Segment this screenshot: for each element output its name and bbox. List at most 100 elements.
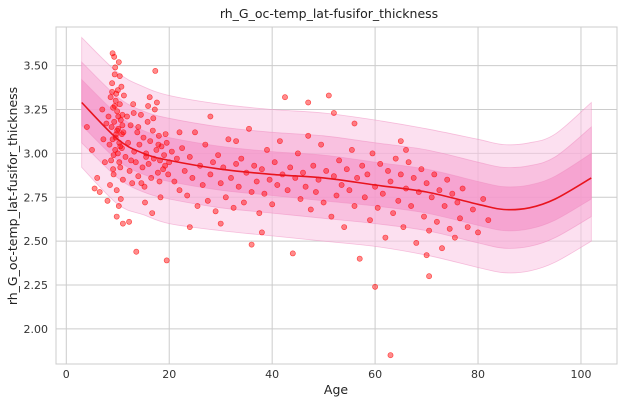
- data-point: [369, 150, 376, 157]
- data-point: [312, 189, 319, 195]
- data-point: [212, 208, 219, 215]
- data-point: [168, 148, 175, 155]
- data-point: [145, 160, 152, 167]
- data-point: [330, 110, 337, 116]
- data-point: [116, 159, 123, 166]
- y-tick-label: 2.75: [24, 191, 49, 204]
- data-point: [217, 180, 224, 187]
- x-tick-label: 60: [368, 368, 382, 381]
- data-point: [300, 169, 306, 176]
- data-point: [163, 257, 170, 264]
- data-point: [110, 152, 117, 158]
- data-point: [320, 199, 327, 206]
- data-point: [111, 53, 118, 60]
- data-point: [136, 141, 143, 148]
- data-point: [210, 159, 216, 166]
- data-point: [341, 224, 348, 230]
- data-point: [266, 176, 273, 183]
- data-point: [238, 155, 245, 162]
- data-point: [102, 159, 108, 166]
- data-point: [449, 190, 456, 197]
- data-point: [129, 180, 136, 187]
- data-point: [119, 145, 125, 151]
- data-point: [104, 197, 111, 204]
- data-point: [318, 141, 324, 148]
- data-point: [154, 169, 161, 176]
- data-point: [158, 143, 165, 150]
- data-point: [108, 157, 114, 164]
- data-point: [287, 164, 294, 171]
- data-point: [135, 173, 142, 180]
- data-point: [144, 118, 151, 125]
- data-point: [372, 283, 378, 290]
- data-point: [114, 108, 121, 115]
- data-point: [261, 190, 268, 197]
- data-point: [165, 171, 172, 178]
- data-point: [109, 50, 116, 57]
- data-point: [248, 241, 255, 248]
- data-point: [426, 227, 432, 234]
- data-point: [225, 136, 232, 143]
- data-point: [126, 218, 133, 225]
- data-point: [111, 71, 118, 78]
- data-point: [126, 167, 133, 174]
- data-point: [256, 210, 263, 216]
- data-point: [403, 146, 409, 153]
- data-point: [258, 166, 265, 173]
- data-point: [160, 166, 166, 173]
- data-point: [162, 162, 168, 169]
- data-point: [139, 164, 146, 171]
- data-point: [134, 129, 141, 136]
- data-point: [138, 180, 145, 187]
- data-point: [161, 152, 167, 158]
- data-point: [282, 94, 288, 101]
- data-point: [351, 203, 358, 209]
- data-point: [127, 122, 134, 129]
- data-point: [116, 101, 123, 108]
- data-point: [390, 210, 396, 216]
- data-point: [379, 190, 386, 197]
- data-point: [228, 174, 234, 181]
- data-point: [105, 113, 112, 120]
- data-point: [418, 166, 425, 173]
- data-point: [222, 194, 229, 201]
- data-point: [351, 120, 358, 127]
- data-point: [202, 141, 209, 148]
- data-point: [149, 210, 156, 216]
- data-point: [184, 192, 191, 199]
- data-point: [297, 196, 304, 202]
- data-point: [338, 182, 345, 188]
- data-point: [469, 206, 476, 213]
- data-point: [294, 150, 301, 157]
- data-point: [114, 127, 121, 134]
- data-point: [423, 252, 430, 259]
- y-tick-label: 3.25: [24, 103, 49, 116]
- data-point: [217, 220, 224, 227]
- data-point: [121, 92, 127, 99]
- data-point: [151, 106, 158, 113]
- x-tick-label: 40: [265, 368, 279, 381]
- band-25-75: [81, 78, 592, 232]
- data-point: [439, 245, 445, 252]
- data-point: [110, 104, 116, 111]
- data-point: [117, 143, 124, 150]
- x-tick-label: 20: [162, 368, 176, 381]
- data-point: [485, 217, 492, 223]
- data-point: [99, 106, 106, 113]
- data-point: [163, 139, 170, 146]
- chart-title: rh_G_oc-temp_lat-fusifor_thickness: [220, 6, 438, 21]
- data-point: [110, 166, 116, 173]
- data-point: [124, 113, 130, 120]
- data-point: [135, 124, 142, 130]
- data-point: [377, 160, 384, 167]
- data-point: [94, 174, 101, 181]
- data-point: [120, 176, 126, 183]
- data-point: [215, 152, 221, 158]
- data-point: [155, 141, 162, 148]
- data-point: [189, 174, 196, 181]
- percentile-bands: [81, 36, 592, 274]
- data-point: [431, 171, 438, 178]
- data-point: [251, 162, 258, 169]
- data-point: [115, 203, 122, 209]
